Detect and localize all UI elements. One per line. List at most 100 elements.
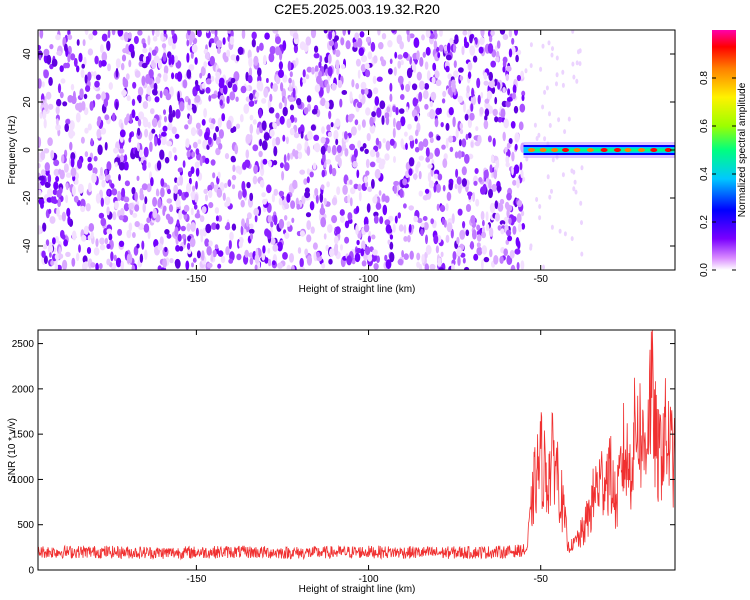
heatmap-cell <box>365 158 370 169</box>
heatmap-cell <box>454 151 459 159</box>
heatmap-cell <box>138 95 142 104</box>
heatmap-cell <box>243 103 250 114</box>
heatmap-cell <box>431 76 436 84</box>
heatmap-cell <box>248 67 253 77</box>
heatmap-cell <box>334 35 339 41</box>
heatmap-cell <box>106 206 110 216</box>
heatmap-cell <box>94 80 100 88</box>
heatmap-cell <box>402 178 408 186</box>
heatmap-cell <box>339 209 345 216</box>
heatmap-cell <box>251 38 256 48</box>
heatmap-cell <box>510 264 516 270</box>
heatmap-cell <box>231 174 237 181</box>
heatmap-cell <box>357 140 362 149</box>
heatmap-cell <box>50 260 55 266</box>
x-tick-label: -150 <box>186 274 206 285</box>
y-tick-label: 2500 <box>12 339 35 350</box>
heatmap-cell <box>309 201 315 211</box>
snr-frame <box>37 329 676 571</box>
heatmap-cell <box>157 243 163 251</box>
heatmap-cell <box>384 153 390 161</box>
heatmap-cell <box>292 148 296 157</box>
heatmap-cell <box>424 188 430 194</box>
heatmap-cell <box>487 135 492 143</box>
heatmap-cell <box>411 83 418 91</box>
heatmap-cell <box>459 229 466 240</box>
heatmap-cell <box>483 80 489 86</box>
heatmap-cell <box>416 71 422 81</box>
heatmap-cell <box>426 70 431 81</box>
heatmap-cell <box>422 51 426 58</box>
heatmap-cell <box>87 156 92 163</box>
heatmap-cell <box>437 52 441 59</box>
heatmap-cell <box>149 141 153 153</box>
heatmap-cell <box>504 201 510 210</box>
heatmap-cell <box>168 104 173 116</box>
heatmap-cell <box>272 122 277 130</box>
heatmap-cell <box>141 183 148 191</box>
heatmap-cell <box>448 135 454 143</box>
heatmap-cell <box>395 107 399 116</box>
heatmap-cell <box>331 167 337 177</box>
heatmap-cell <box>416 261 420 268</box>
heatmap-cell <box>400 94 405 100</box>
heatmap-cell <box>179 101 185 112</box>
snr-x-axis-label: Height of straight line (km) <box>299 584 416 595</box>
heatmap-cell <box>516 177 520 189</box>
heatmap-cell <box>61 154 65 164</box>
heatmap-cell <box>561 172 565 178</box>
heatmap-cell <box>84 30 89 36</box>
heatmap-cell <box>51 58 58 67</box>
heatmap-cell <box>147 229 151 240</box>
heatmap-cell <box>433 173 439 180</box>
heatmap-cell <box>373 55 378 64</box>
heatmap-cell <box>470 241 474 250</box>
heatmap-cell <box>304 248 309 256</box>
heatmap-cell <box>387 239 391 245</box>
heatmap-cell <box>129 113 133 124</box>
heatmap-cell <box>189 114 193 123</box>
x-tick-label: -50 <box>533 274 548 285</box>
heatmap-cell <box>406 32 411 43</box>
heatmap-cell <box>131 98 136 106</box>
heatmap-cell <box>480 210 485 221</box>
heatmap-cell <box>450 228 454 239</box>
heatmap-cell <box>252 89 256 96</box>
heatmap-cell <box>49 216 56 224</box>
heatmap-cell <box>452 251 457 261</box>
heatmap-cell <box>136 243 140 249</box>
heatmap-cell <box>397 258 404 266</box>
heatmap-cell <box>491 183 498 192</box>
heatmap-cell <box>115 101 119 111</box>
heatmap-cell <box>168 204 174 213</box>
heatmap-cell <box>65 118 71 125</box>
heatmap-cell <box>461 178 467 187</box>
heatmap-cell <box>241 218 245 228</box>
heatmap-cell <box>205 194 208 202</box>
heatmap-cell <box>430 91 437 101</box>
heatmap-cell <box>84 74 88 84</box>
heatmap-cell <box>251 31 257 40</box>
heatmap-cell <box>406 67 413 79</box>
heatmap-cell <box>423 89 429 100</box>
heatmap-cell <box>306 95 312 103</box>
heatmap-cell <box>264 257 269 264</box>
heatmap-cell <box>520 169 524 179</box>
heatmap-cell <box>203 188 208 194</box>
heatmap-cell <box>415 129 419 137</box>
heatmap-cell <box>356 101 363 109</box>
heatmap-cell <box>262 245 266 254</box>
heatmap-cell <box>289 30 294 37</box>
heatmap-cell <box>472 55 478 63</box>
heatmap-cell <box>496 40 501 49</box>
heatmap-cell <box>488 188 493 199</box>
heatmap-cell <box>106 258 111 266</box>
heatmap-cell <box>335 138 339 146</box>
heatmap-cell <box>179 246 184 252</box>
heatmap-cell <box>445 122 450 131</box>
heatmap-cell <box>312 162 317 170</box>
heatmap-cell <box>319 55 323 63</box>
heatmap-cell <box>268 160 273 168</box>
heatmap-cell <box>457 256 461 267</box>
heatmap-cell <box>470 141 474 148</box>
